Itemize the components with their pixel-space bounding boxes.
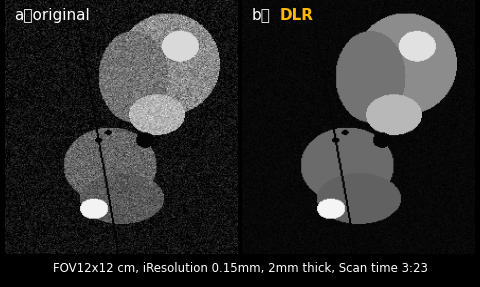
Text: a：original: a：original	[14, 8, 90, 23]
Text: b：: b：	[252, 8, 271, 23]
Text: DLR: DLR	[280, 8, 313, 23]
Text: FOV12x12 cm, iResolution 0.15mm, 2mm thick, Scan time 3:23: FOV12x12 cm, iResolution 0.15mm, 2mm thi…	[53, 262, 427, 275]
